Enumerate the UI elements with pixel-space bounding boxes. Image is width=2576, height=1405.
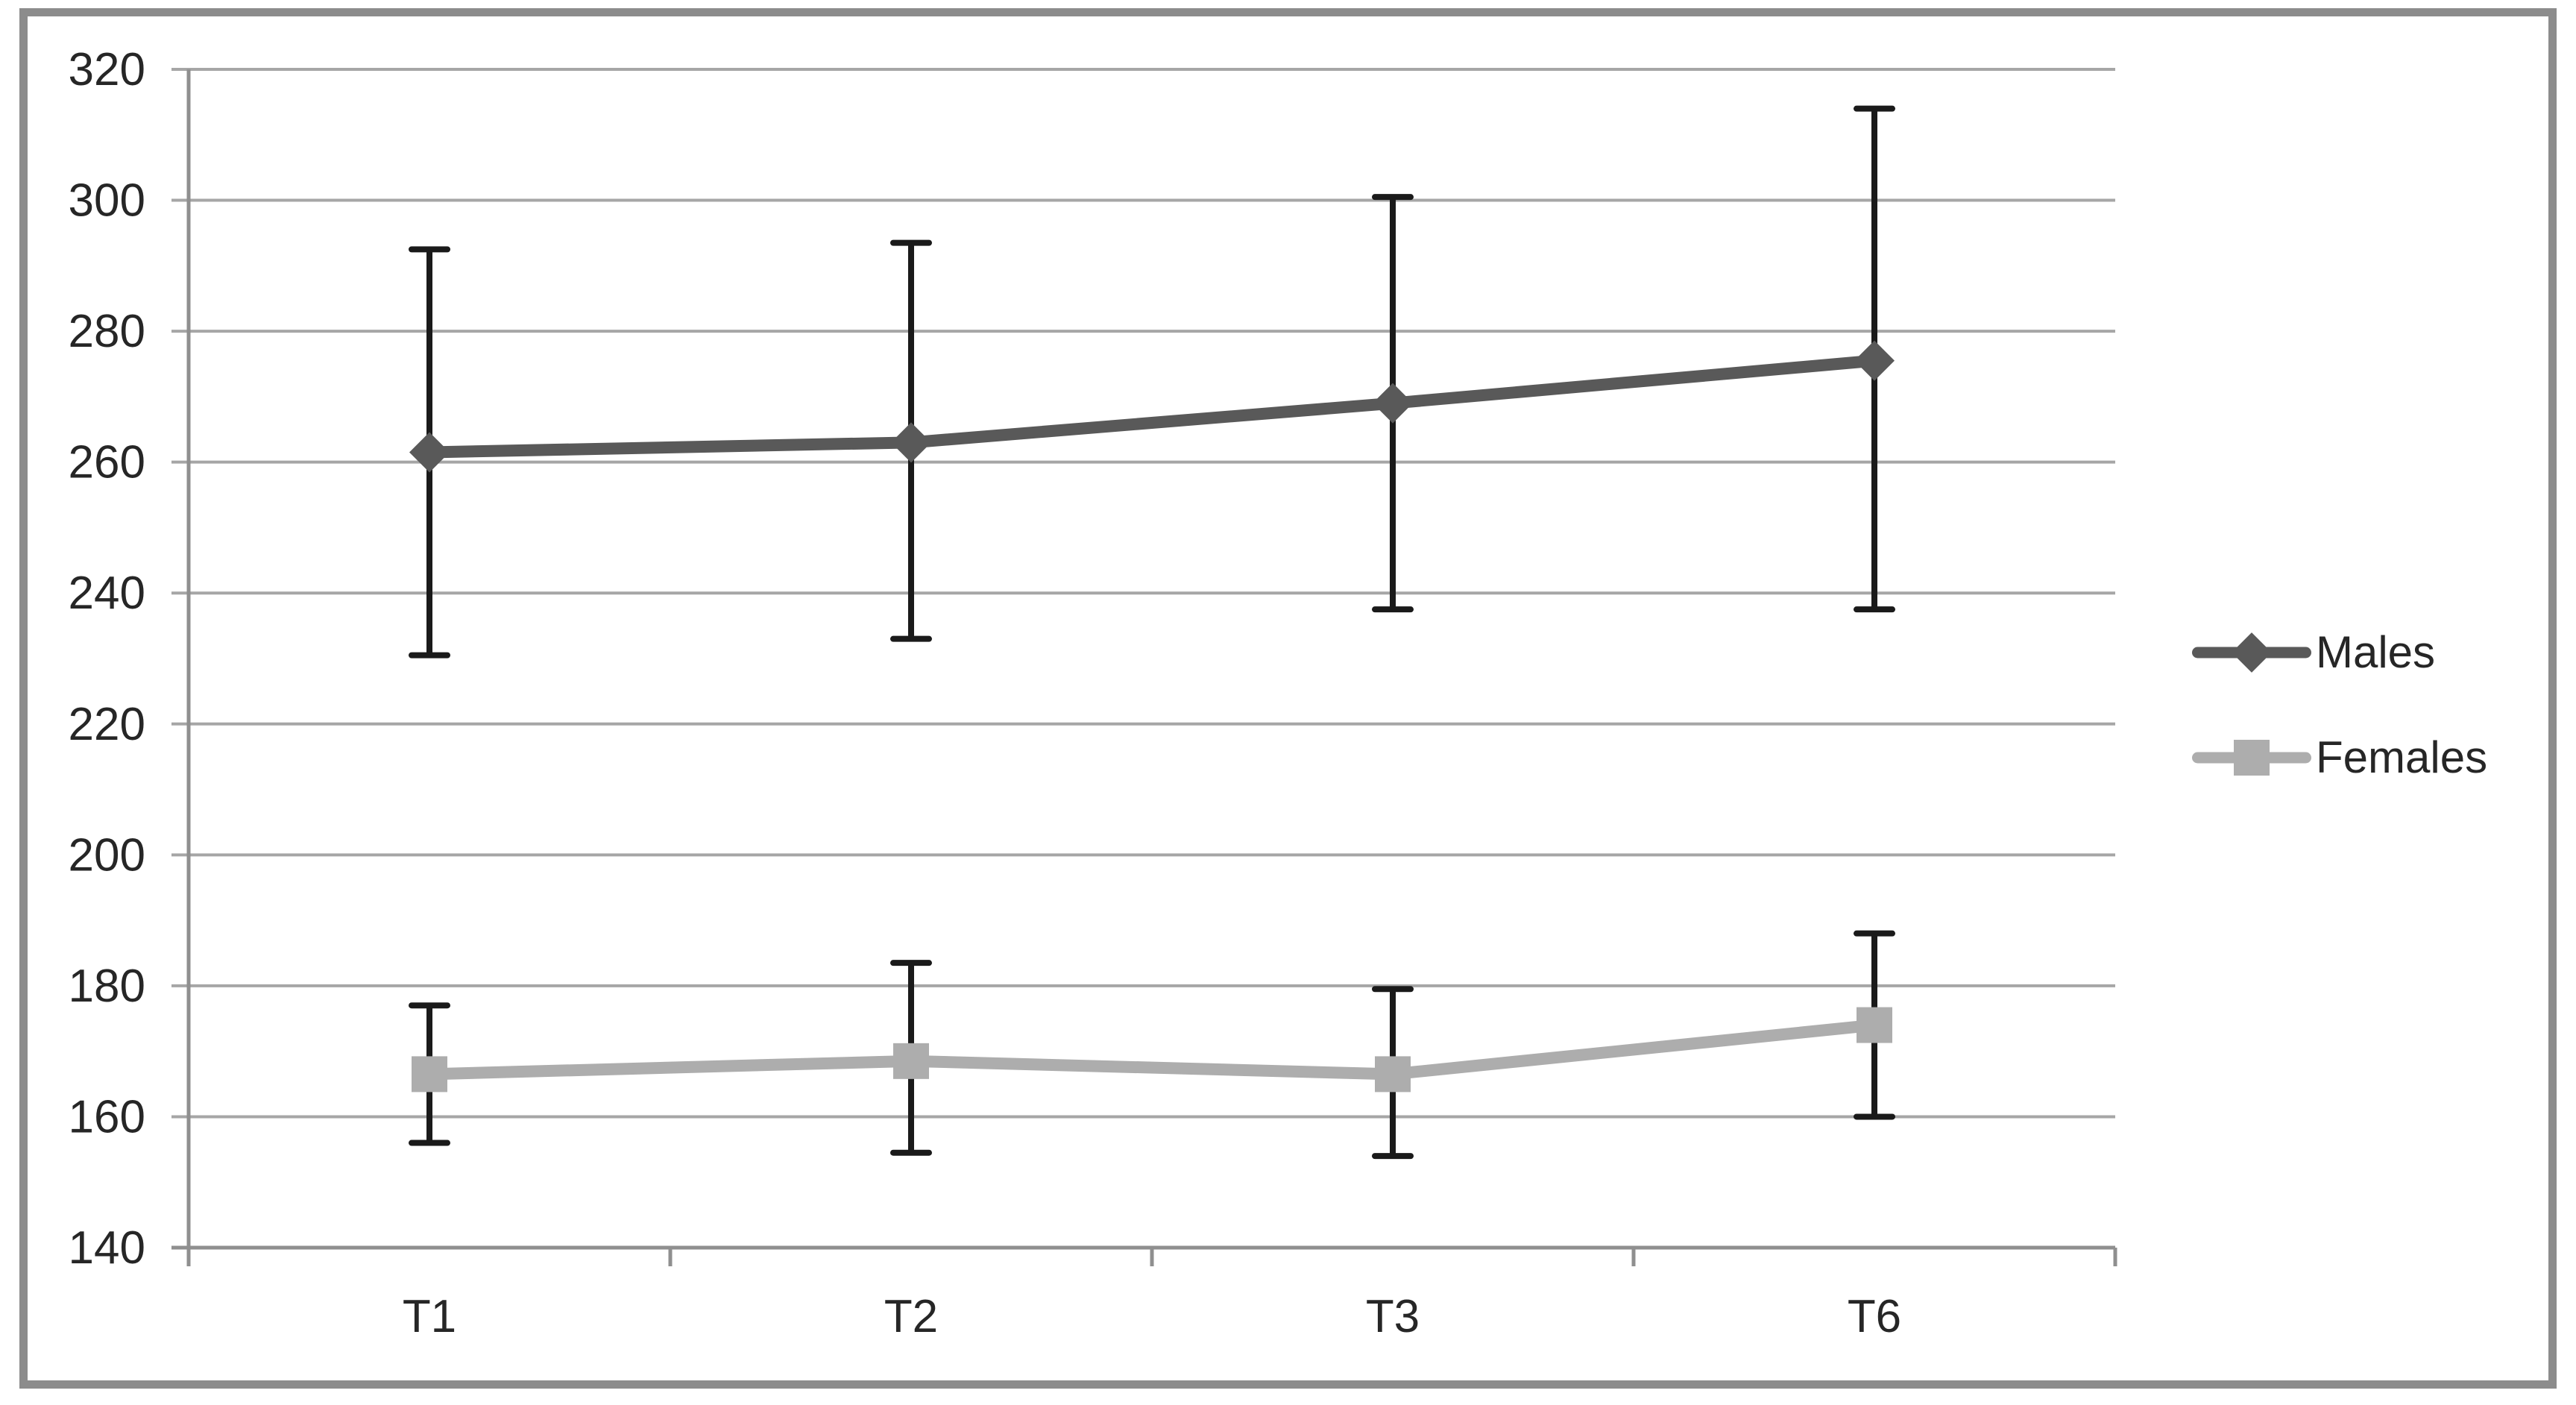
series-line-males	[429, 354, 1875, 459]
y-axis-tick-label: 220	[69, 699, 145, 750]
data-point-marker	[1857, 1007, 1892, 1043]
y-axis-tick-label: 280	[69, 306, 145, 357]
series-females	[409, 930, 1895, 1160]
y-axis-tick-label: 240	[69, 568, 145, 619]
y-axis-tick-label: 160	[69, 1091, 145, 1142]
data-point-marker	[893, 1043, 929, 1079]
data-point-marker	[1375, 1056, 1411, 1093]
x-axis-category-label: T2	[884, 1291, 938, 1342]
x-axis-category-label: T3	[1366, 1291, 1420, 1342]
series-line-females	[429, 1019, 1875, 1081]
y-axis-tick-label: 320	[69, 44, 145, 95]
data-point-marker	[1854, 340, 1895, 381]
y-axis-tick-label: 140	[69, 1222, 145, 1274]
x-axis-category-label: T6	[1848, 1291, 1901, 1342]
data-point-marker	[412, 1056, 447, 1093]
y-axis-tick-label: 300	[69, 175, 145, 227]
x-axis-category-label: T1	[403, 1291, 456, 1342]
data-point-marker	[409, 432, 450, 473]
y-axis-tick-label: 180	[69, 961, 145, 1012]
y-axis-tick-label: 200	[69, 829, 145, 881]
y-axis-tick-label: 260	[69, 437, 145, 488]
chart-frame	[19, 8, 2557, 1389]
data-point-marker	[1373, 383, 1413, 424]
series-males	[409, 105, 1895, 659]
data-point-marker	[891, 422, 931, 463]
